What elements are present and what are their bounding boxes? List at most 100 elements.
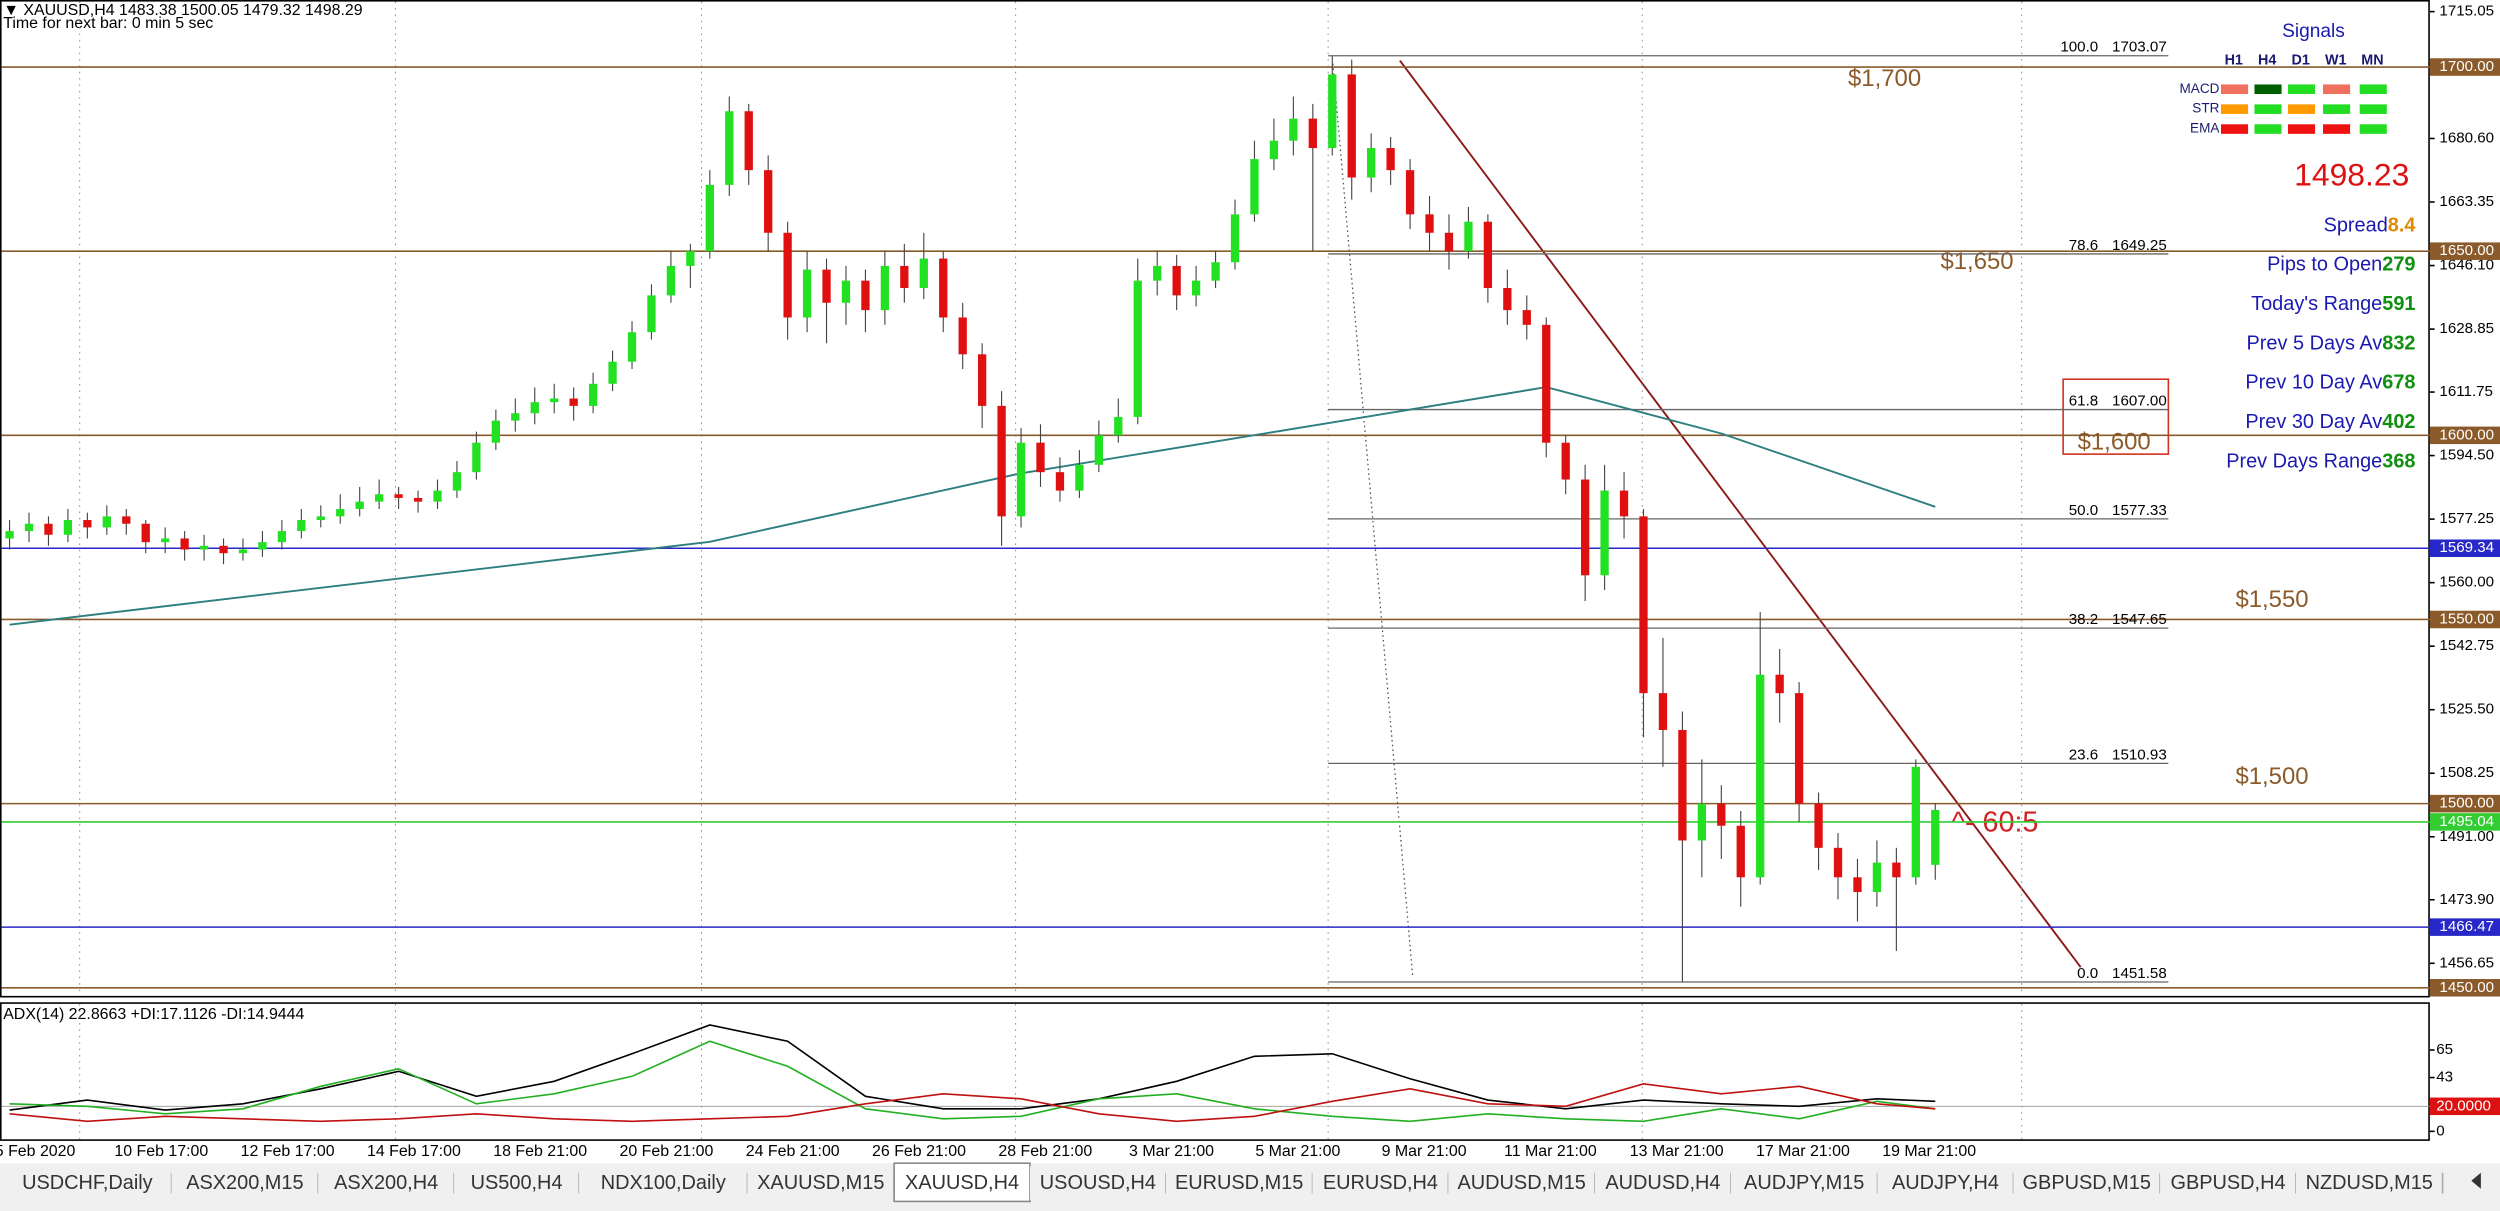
tab[interactable]	[579, 1166, 748, 1200]
tab-label[interactable]: USOUSD,H4	[1040, 1172, 1156, 1194]
candle-body	[1055, 472, 1065, 491]
fib-price: 1649.25	[2112, 237, 2167, 254]
candle-body	[1794, 693, 1804, 804]
candle-body	[822, 269, 831, 303]
fib-ratio: 38.2	[2069, 611, 2098, 628]
y-tick-label: 1663.35	[2439, 193, 2494, 210]
tab[interactable]	[171, 1166, 319, 1200]
tab-label[interactable]: EURUSD,M15	[1175, 1172, 1303, 1194]
y-tick-label: 1577.25	[2439, 510, 2494, 527]
signal-box	[2287, 104, 2316, 114]
candle-body	[1542, 324, 1551, 443]
tab-label[interactable]: ASX200,H4	[334, 1172, 438, 1194]
candle-body	[1736, 825, 1745, 878]
tab[interactable]	[1595, 1166, 1731, 1200]
header: ▼ XAUUSD,H4 1483.38 1500.05 1479.32 1498…	[3, 2, 363, 19]
candle-body	[900, 265, 909, 289]
candle-body	[1483, 221, 1493, 289]
candle-body	[1114, 416, 1123, 436]
fib-price: 1577.33	[2112, 502, 2167, 519]
candle-body	[1328, 74, 1337, 149]
stat-label: Prev 10 Day Av	[2245, 372, 2382, 394]
candle-body	[958, 317, 967, 355]
level-tag	[2429, 979, 2500, 997]
tab-label[interactable]: GBPUSD,H4	[2170, 1172, 2285, 1194]
level-label: 1650.00	[2439, 242, 2494, 259]
signal-box	[2287, 124, 2316, 134]
candle-body	[258, 542, 267, 550]
stat-value: 368	[2382, 451, 2415, 473]
level-label: 1495.04	[2439, 813, 2494, 830]
signal-box	[2254, 104, 2282, 114]
stat-label: Pips to Open	[2267, 254, 2382, 276]
tab[interactable]	[1730, 1166, 1878, 1200]
tab[interactable]	[2295, 1166, 2443, 1200]
fib-price: 1703.07	[2112, 39, 2167, 56]
tab-scroll[interactable]	[2471, 1172, 2481, 1189]
candle-body	[783, 232, 792, 318]
tab[interactable]	[3, 1166, 172, 1200]
adx-line	[9, 1082, 1936, 1123]
tab-label[interactable]: GBPUSD,M15	[2023, 1172, 2151, 1194]
stat-value: 832	[2382, 333, 2415, 355]
candle-body	[1853, 877, 1862, 893]
x-tick-label: 5 Feb 2020	[0, 1143, 76, 1160]
tab-label[interactable]: EURUSD,H4	[1323, 1172, 1438, 1194]
adx-line	[9, 1040, 1936, 1123]
tab-label[interactable]: AUDUSD,H4	[1605, 1172, 1720, 1194]
fib-box	[2062, 378, 2170, 455]
tab-label[interactable]: XAUUSD,M15	[757, 1172, 884, 1194]
tab-label[interactable]: US500,H4	[471, 1172, 563, 1194]
level-tag	[2429, 58, 2500, 76]
tab[interactable]	[747, 1166, 895, 1200]
level-label: 1450.00	[2439, 979, 2494, 996]
candle-body	[1833, 847, 1843, 878]
tab[interactable]	[1029, 1166, 1166, 1200]
candle-body	[977, 354, 987, 406]
signal-name: STR	[2192, 101, 2219, 116]
adx-frame	[0, 1002, 2430, 1141]
tab-label[interactable]: USDCHF,Daily	[22, 1172, 153, 1194]
price: 1498.23	[2294, 156, 2409, 192]
adx-line	[9, 1024, 1936, 1111]
tab[interactable]	[1312, 1166, 1449, 1200]
tab-label[interactable]: AUDUSD,M15	[1458, 1172, 1586, 1194]
level-label: 1700.00	[2439, 58, 2494, 75]
tab[interactable]	[454, 1166, 580, 1200]
x-tick-label: 26 Feb 21:00	[872, 1143, 966, 1160]
stat: Prev Days Range368	[2226, 451, 2415, 473]
tab[interactable]	[1448, 1166, 1596, 1200]
tab-label[interactable]: NZDUSD,M15	[2306, 1172, 2433, 1194]
tab[interactable]	[2160, 1166, 2296, 1200]
tab-label[interactable]: AUDJPY,H4	[1892, 1172, 1999, 1194]
tab-label[interactable]: AUDJPY,M15	[1744, 1172, 1864, 1194]
round-label: $1,650	[1940, 248, 2013, 275]
candle-body	[1639, 516, 1648, 694]
candle-body	[1191, 280, 1201, 296]
fib-price: 1547.65	[2112, 611, 2167, 628]
stat-value: 678	[2382, 372, 2415, 394]
candle-body	[1211, 262, 1220, 281]
round-label: $1,700	[1848, 65, 1921, 92]
tab[interactable]	[1165, 1166, 1313, 1200]
tab[interactable]	[1877, 1166, 2014, 1200]
candle-body	[1892, 862, 1901, 878]
fib-price: 1510.93	[2112, 746, 2167, 763]
tab-label[interactable]: ASX200,M15	[186, 1172, 303, 1194]
tab-label[interactable]: XAUUSD,H4	[905, 1172, 1019, 1194]
tab[interactable]	[318, 1166, 455, 1200]
level-tag	[2429, 242, 2500, 260]
tab[interactable]	[2013, 1166, 2161, 1200]
candle-body	[1600, 490, 1609, 576]
fib-ratio: 23.6	[2069, 746, 2098, 763]
candle-body	[686, 251, 695, 266]
tab-label[interactable]: NDX100,Daily	[601, 1172, 726, 1194]
signal-name: MACD	[2180, 81, 2220, 96]
fib-ratio: 78.6	[2069, 237, 2098, 254]
candle-body	[472, 442, 481, 473]
candle-body	[1250, 159, 1259, 215]
stat-label: Spread	[2324, 215, 2388, 237]
timer: Time for next bar: 0 min 5 sec	[3, 15, 213, 32]
